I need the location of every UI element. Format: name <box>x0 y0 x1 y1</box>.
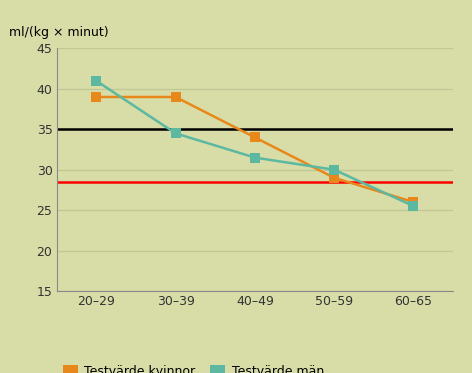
Line: Testvärde män: Testvärde män <box>92 76 418 211</box>
Testvärde män <box>93 79 99 83</box>
Line: Testvärde kvinnor: Testvärde kvinnor <box>92 92 418 207</box>
Testvärde män <box>252 155 258 160</box>
Testvärde kvinnor <box>173 95 178 99</box>
Testvärde män <box>411 204 416 208</box>
Testvärde män <box>173 131 178 135</box>
Testvärde kvinnor <box>411 200 416 204</box>
Testvärde kvinnor <box>252 135 258 140</box>
Testvärde kvinnor <box>331 176 337 180</box>
Text: ml/(kg × minut): ml/(kg × minut) <box>9 26 109 39</box>
Testvärde män <box>331 167 337 172</box>
Legend: Testvärde kvinnor, Testvärde män: Testvärde kvinnor, Testvärde män <box>63 365 324 373</box>
Testvärde kvinnor <box>93 95 99 99</box>
